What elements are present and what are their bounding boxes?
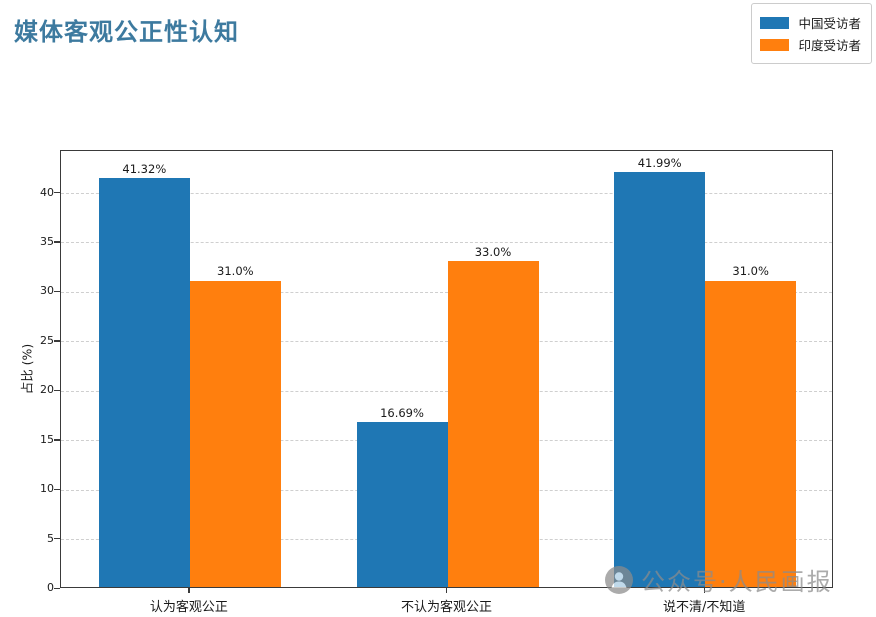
bar-value-label: 31.0% [732,264,769,279]
bar-china [614,171,706,587]
bar-china [356,421,448,587]
page-title: 媒体客观公正性认知 [14,18,239,46]
y-tick-label: 10 [40,482,54,496]
legend-label: 印度受访者 [798,38,861,53]
gridline [61,291,832,293]
y-tick-label: 35 [40,234,54,248]
y-tick-mark [54,587,60,589]
y-tick-mark [54,241,60,243]
y-tick-mark [54,389,60,392]
legend-swatch [760,16,790,29]
legend-label: 中国受访者 [798,16,861,31]
y-tick-mark [54,290,60,293]
bar-value-label: 33.0% [474,244,512,259]
wechat-official-account-icon [604,565,634,595]
watermark-text: 公众号·人民画报 [641,568,833,596]
y-tick-mark [54,439,60,441]
y-tick-label: 30 [40,284,54,298]
plot-area: 41.32% 31.0% 16.69% 33.0% 41.99% 31.0% [60,150,833,588]
legend-item: 中国受访者 [760,13,861,32]
x-tick-label: 认为客观公正 [149,600,228,615]
watermark: 公众号·人民画报 [604,562,833,597]
y-tick-label: 20 [40,383,54,397]
x-tick-mark [446,588,448,593]
bar-india [705,280,797,587]
bar-value-label: 41.32% [122,162,167,177]
x-tick-label: 不认为客观公正 [400,600,492,615]
y-tick-label: 0 [47,581,54,594]
bar-value-label: 16.69% [380,405,424,420]
y-tick-label: 25 [40,333,54,347]
y-tick-label: 15 [40,432,54,446]
bar-india [189,280,281,587]
gridline [61,242,832,244]
gridline [61,390,832,392]
bar-china [98,178,190,587]
y-tick-label: 5 [47,531,54,545]
y-tick-mark [54,192,60,194]
y-tick-label: 40 [40,185,54,199]
gridline [61,341,832,343]
chart-legend: 中国受访者印度受访者 [751,3,872,64]
x-tick-mark [703,588,706,593]
legend-item: 印度受访者 [760,35,861,54]
legend-items: 中国受访者印度受访者 [760,13,861,54]
y-tick-mark [54,538,60,540]
y-tick-mark [54,340,60,342]
x-tick-label: 说不清/不知道 [662,600,746,615]
legend-swatch [760,38,790,51]
x-tick-mark [188,588,190,593]
y-tick-mark [54,488,60,491]
bar-value-label: 31.0% [217,264,254,279]
bar-india [447,260,539,587]
bar-value-label: 41.99% [637,155,682,170]
gridline [61,193,832,194]
